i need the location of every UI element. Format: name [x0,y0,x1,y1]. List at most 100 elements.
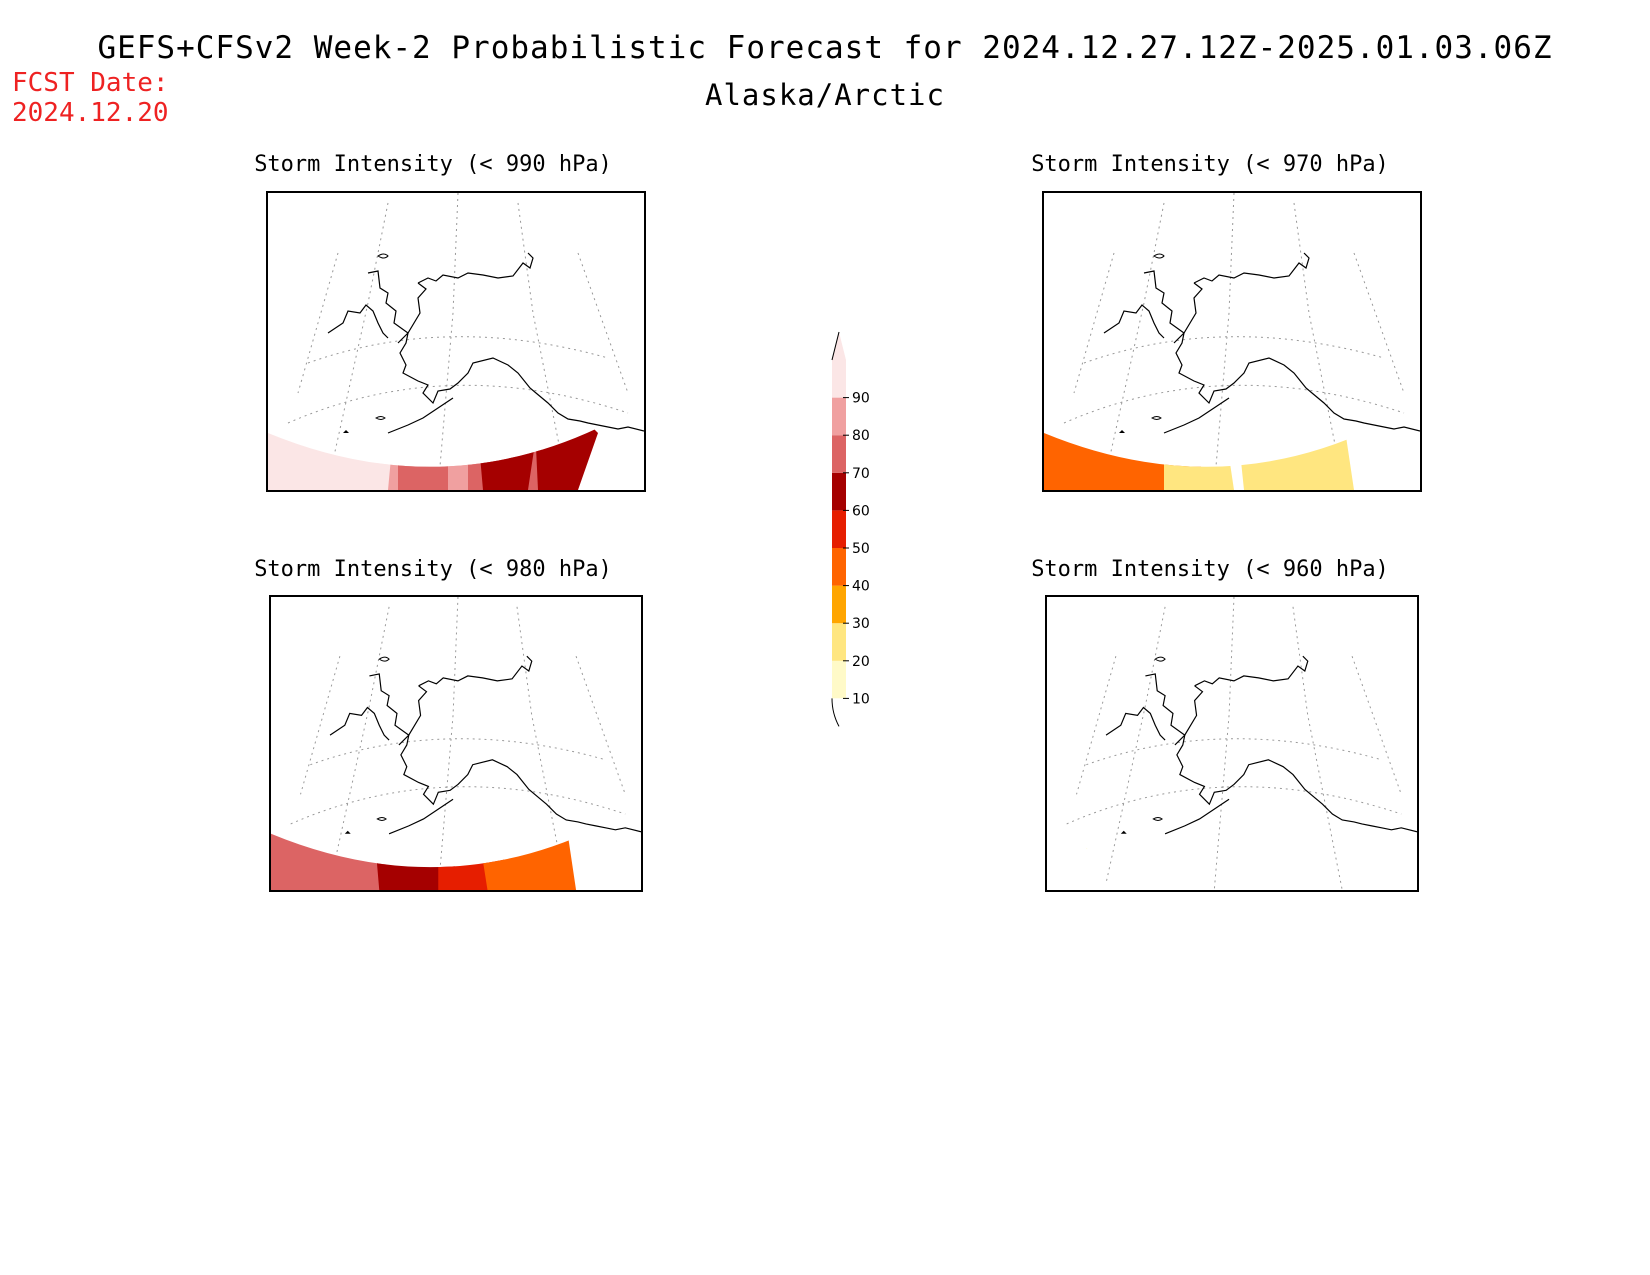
map-990-graticule-line [517,202,569,490]
map-960-island [1154,656,1166,662]
map-970-canvas [1044,193,1420,490]
map-970-coastline [1173,282,1203,344]
map-970-graticule-line [1083,336,1385,364]
map-990-coastline [387,397,454,434]
map-960-canvas [1051,597,1417,890]
map-980-contour-fill [477,814,572,834]
map-990-graticule-line [577,252,629,394]
map-970-island [1153,253,1165,259]
map-990-island [343,430,349,433]
map-970-contour-fill [1244,413,1344,433]
map-970-contour-fill [1214,415,1234,438]
colorbar-swatch [832,360,846,398]
forecast-date-value: 2024.12.20 [12,98,169,128]
map-980-contour-fill [482,814,586,824]
colorbar-tick-label: 90 [852,391,870,407]
map-980-contour-fill [428,818,463,854]
map-990-coastline [367,270,644,432]
map-970-graticule-line [1063,384,1405,424]
map-960-graticule-line [1292,606,1343,890]
map-980-island [378,656,390,662]
map-990-contour-fill [538,353,553,378]
map-960-contour-fill [1199,838,1215,856]
map-960-coastline [1194,655,1309,687]
map-990-contour-fills [268,353,598,490]
map-990-graticule-line [307,336,609,364]
colorbar-swatch [832,548,846,586]
map-960-coastline [1174,685,1204,746]
colorbar-swatch [832,397,846,436]
map-970-contour-fill [1254,428,1289,458]
forecast-date-label: FCST Date: [12,68,169,98]
map-960-coastline [1164,798,1230,835]
map-960-graticule-line [1086,738,1382,766]
map-960-contour-fill [1179,814,1210,834]
map-panel-980 [269,595,643,892]
colorbar-tick-label: 70 [852,466,870,482]
map-960-contour-fill [1051,814,1072,834]
colorbar-bottom-outline [831,698,840,727]
map-980-contour-fill [271,814,390,890]
map-970-graticule-line [1213,193,1235,490]
map-990-graticule-line [297,252,339,394]
map-990-contour-fill [546,358,558,383]
map-980-coastline [369,673,641,833]
map-980-graticule-line [437,597,459,890]
map-980-contour-fill [477,814,577,829]
panel-990-title: Storm Intensity (< 990 hPa) [254,152,612,177]
map-970-graticule-line [1293,202,1345,490]
map-980-graticule-line [575,656,626,795]
colorbar-tick-label: 30 [852,616,870,632]
map-980-coastline [398,685,428,746]
map-990-island [377,253,389,259]
colorbar-tick-label: 50 [852,541,870,557]
map-960-contour-fills [1051,814,1272,856]
map-960-graticule-line [1351,656,1402,795]
map-960-contour-fill [1115,814,1136,826]
map-960-island [1120,830,1127,834]
colorbar-swatch [832,660,846,699]
map-960-island [1152,816,1163,821]
map-990-graticule-line [327,202,389,484]
panel-970-title: Storm Intensity (< 970 hPa) [1031,152,1389,177]
colorbar-canvas: 10 20 30 40 50 60 70 80 90 [831,331,870,727]
region-subtitle: Alaska/Arctic [705,78,945,112]
map-960-contour-fill [1076,825,1102,849]
colorbar-tick-label: 40 [852,579,870,595]
map-970-contour-fill [1234,413,1354,490]
colorbar-swatch [832,510,846,548]
map-960-graticule-line [1105,606,1166,884]
colorbar: 10 20 30 40 50 60 70 80 90 [820,330,910,740]
colorbar-swatch [832,623,846,661]
map-970-coastline [1103,304,1165,339]
map-970-coastline [1193,252,1310,284]
map-960-coastline [1105,706,1166,741]
map-980-contour-fill [467,818,493,849]
map-990-graticule-line [437,193,459,490]
map-990-canvas [268,193,644,490]
map-970-contour-fills [1044,413,1354,490]
map-990-coastline [397,282,427,344]
map-970-graticule-line [1073,252,1115,394]
map-980-graticule-line [516,606,567,890]
map-panel-970 [1042,191,1422,492]
map-980-graticule-line [310,738,606,766]
map-970-coastline [1163,397,1230,434]
map-990-island [375,416,386,420]
map-980-coastline [388,798,454,835]
forecast-date-block: FCST Date: 2024.12.20 [12,68,169,128]
map-960-coastline [1145,673,1417,833]
colorbar-tick-label: 60 [852,503,870,519]
map-960-graticule-line [1213,597,1235,890]
colorbar-swatch [832,435,846,473]
map-960-contour-fill [1253,831,1272,852]
map-990-graticule-line [287,384,629,424]
map-960-graticule-line [1066,786,1402,825]
map-980-graticule-line [329,606,390,884]
map-990-coastline [327,304,389,339]
colorbar-tick-label: 20 [852,654,870,670]
map-970-contour-fill [1264,435,1279,449]
colorbar-tick-label: 10 [852,691,870,707]
map-980-graticule-line [290,786,626,825]
map-960-graticule-line [1076,656,1117,795]
